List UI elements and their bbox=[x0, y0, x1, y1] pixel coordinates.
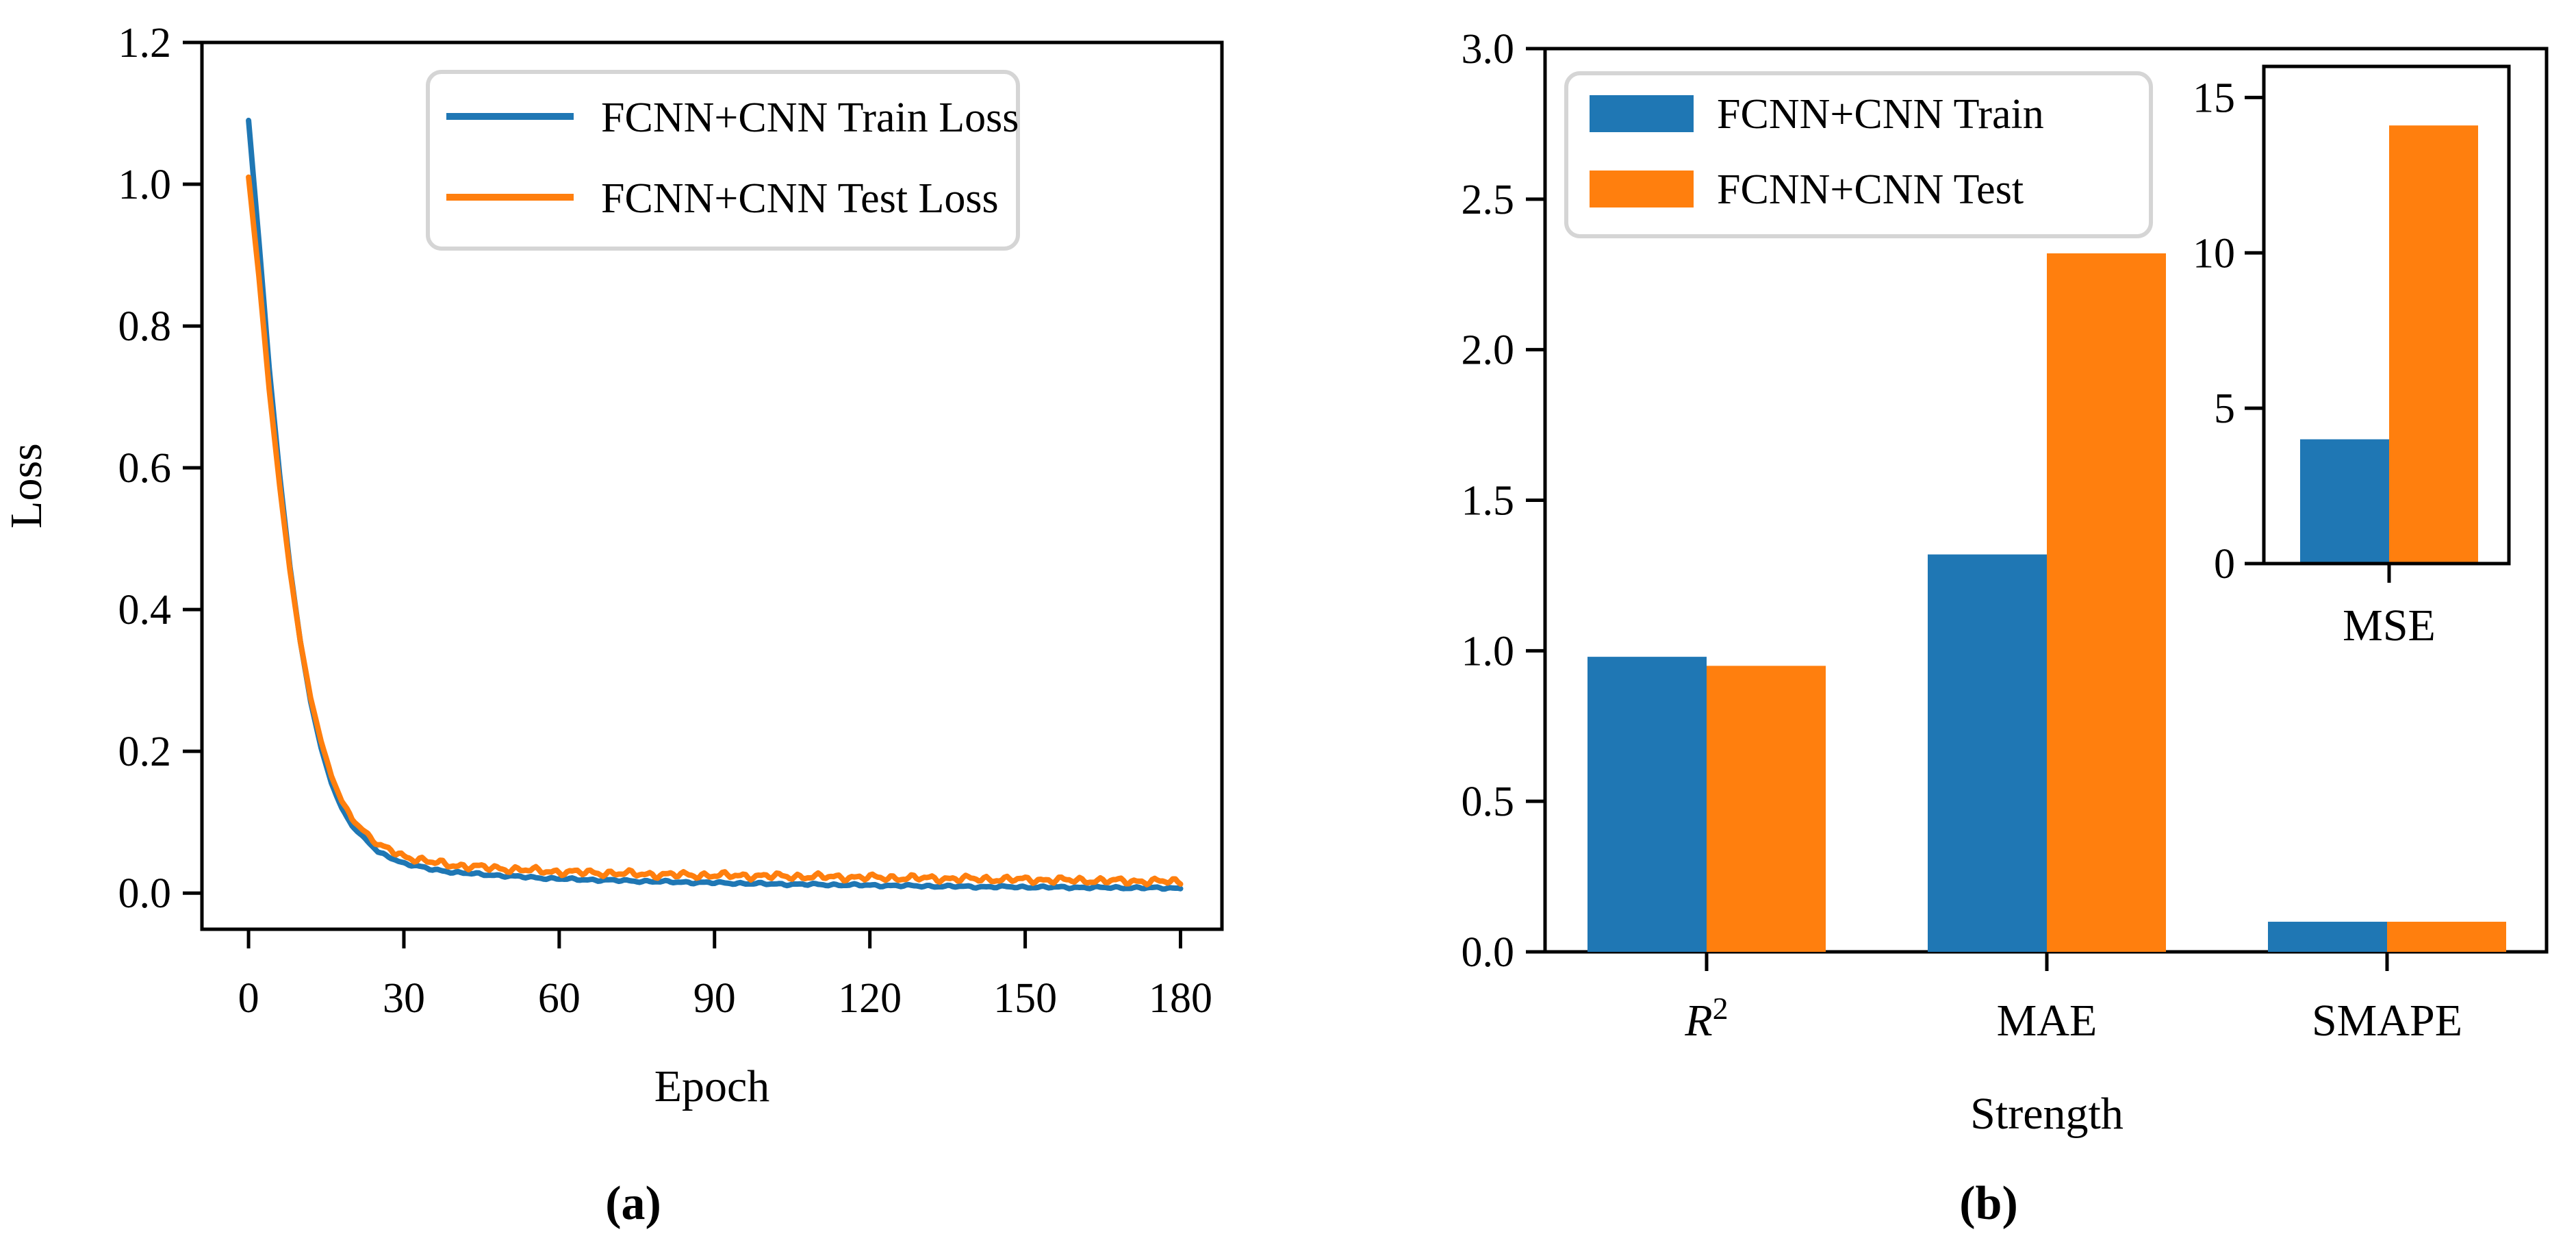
mse-inset-chart: 0 5 10 15 MSE bbox=[2193, 64, 2511, 651]
bar-test-0 bbox=[1707, 666, 1826, 952]
left-y-tick-label: 0.0 bbox=[118, 870, 172, 917]
left-chart: 0 30 60 90 120 150 180 0.0 0.2 0.4 0.6 0.8 1.0 1.2 Epo… bbox=[1, 20, 1224, 1111]
inset-y-tick-label: 15 bbox=[2193, 75, 2235, 121]
right-chart: 0.0 0.5 1.0 1.5 2.0 2.5 3.0 R2 MAE SMAPE Strength F… bbox=[1462, 26, 2549, 1139]
right-y-tick-label: 0.5 bbox=[1462, 779, 1515, 825]
legend-patch-swatch bbox=[1590, 95, 1694, 132]
left-x-tick-label: 150 bbox=[993, 975, 1057, 1022]
left-legend-box bbox=[426, 70, 1020, 251]
test-loss-line bbox=[246, 174, 1184, 887]
legend-label: FCNN+CNN Train bbox=[1717, 91, 2044, 138]
bar-test-2 bbox=[2387, 922, 2506, 952]
left-y-tick-label: 0.8 bbox=[118, 303, 172, 350]
bar-train-1 bbox=[1928, 554, 2047, 952]
left-y-tick-label: 0.4 bbox=[118, 587, 172, 633]
left-y-tick-label: 0.2 bbox=[118, 729, 172, 775]
left-axes-frame bbox=[200, 40, 1224, 931]
legend-label: FCNN+CNN Test bbox=[1717, 166, 2024, 213]
right-x-axis-label: Strength bbox=[1970, 1089, 2124, 1139]
left-x-tick-label: 90 bbox=[693, 975, 736, 1022]
inset-y-tick-label: 0 bbox=[2214, 541, 2235, 588]
left-y-tick-label: 1.2 bbox=[118, 20, 172, 66]
left-legend: FCNN+CNN Train Loss FCNN+CNN Test Loss bbox=[426, 70, 1020, 251]
legend-patch-swatch bbox=[1590, 171, 1694, 207]
inset-y-tick-label: 10 bbox=[2193, 230, 2235, 277]
left-y-axis-label: Loss bbox=[1, 443, 51, 529]
left-x-tick-label: 120 bbox=[838, 975, 902, 1022]
right-y-tick-label: 3.0 bbox=[1462, 26, 1515, 73]
inset-axes-frame bbox=[2262, 64, 2511, 566]
left-y-tick-label: 1.0 bbox=[118, 162, 172, 208]
inset-bar-test bbox=[2389, 125, 2478, 564]
right-legend: FCNN+CNN Train FCNN+CNN Test bbox=[1564, 71, 2153, 238]
bar-test-1 bbox=[2047, 253, 2166, 952]
right-y-tick-label: 2.0 bbox=[1462, 327, 1515, 374]
bar-train-0 bbox=[1587, 657, 1707, 952]
right-y-tick-label: 1.5 bbox=[1462, 478, 1515, 525]
left-y-tick-label: 0.6 bbox=[118, 445, 172, 492]
inset-x-category-label: MSE bbox=[2343, 601, 2436, 651]
right-y-tick-label: 2.5 bbox=[1462, 177, 1515, 223]
right-y-tick-label: 0.0 bbox=[1462, 929, 1515, 976]
right-x-category-label: R2 bbox=[1684, 991, 1728, 1046]
left-x-axis-label: Epoch bbox=[654, 1061, 770, 1111]
right-x-category-label: MAE bbox=[1997, 996, 2097, 1046]
left-x-tick-label: 30 bbox=[383, 975, 425, 1022]
train-loss-line bbox=[246, 117, 1184, 892]
bar-train-2 bbox=[2268, 922, 2387, 952]
inset-y-tick-label: 5 bbox=[2214, 386, 2235, 432]
legend-label: FCNN+CNN Train Loss bbox=[601, 94, 1019, 141]
right-legend-box bbox=[1564, 71, 2153, 238]
left-x-tick-label: 0 bbox=[238, 975, 259, 1022]
inset-bar-train bbox=[2300, 439, 2389, 564]
legend-label: FCNN+CNN Test Loss bbox=[601, 175, 999, 222]
caption-panel-a: (a) bbox=[605, 1177, 661, 1230]
left-x-tick-label: 60 bbox=[538, 975, 581, 1022]
right-y-tick-label: 1.0 bbox=[1462, 628, 1515, 675]
right-x-category-label: SMAPE bbox=[2312, 996, 2462, 1046]
caption-panel-b: (b) bbox=[1959, 1177, 2018, 1230]
left-x-tick-label: 180 bbox=[1149, 975, 1212, 1022]
